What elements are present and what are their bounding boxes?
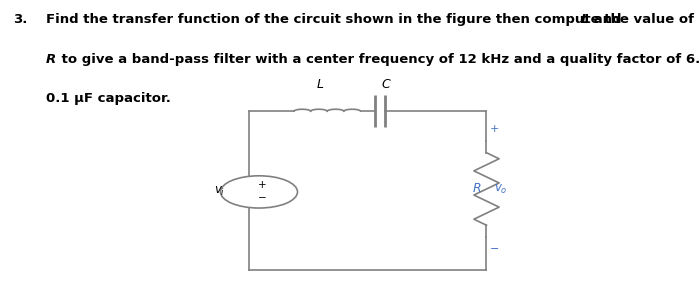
Text: −: − <box>258 193 267 203</box>
Text: Find the transfer function of the circuit shown in the figure then compute the v: Find the transfer function of the circui… <box>46 13 698 26</box>
Text: R: R <box>46 53 56 66</box>
Text: to give a band-pass filter with a center frequency of 12 kHz and a quality facto: to give a band-pass filter with a center… <box>57 53 700 66</box>
Text: $v_o$: $v_o$ <box>494 183 507 195</box>
Text: L: L <box>581 13 589 26</box>
Text: −: − <box>490 244 500 254</box>
Text: 3.: 3. <box>13 13 27 26</box>
Text: and: and <box>589 13 621 26</box>
Text: +: + <box>490 124 500 134</box>
Text: +: + <box>258 180 267 190</box>
Text: L: L <box>316 78 323 91</box>
Text: 0.1 μF capacitor.: 0.1 μF capacitor. <box>46 92 170 105</box>
Text: R: R <box>473 183 481 195</box>
Text: $v_i$: $v_i$ <box>214 185 225 198</box>
Text: C: C <box>382 78 390 91</box>
